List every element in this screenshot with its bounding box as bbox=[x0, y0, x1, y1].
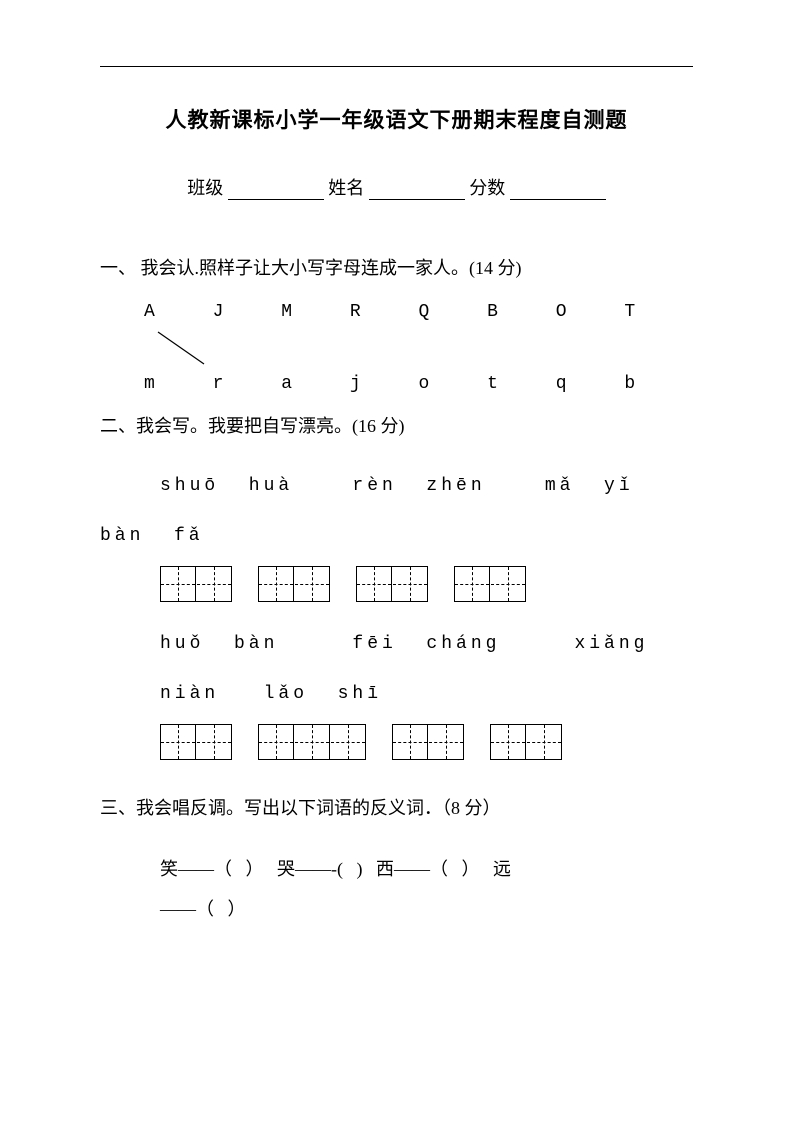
class-label: 班级 bbox=[187, 178, 223, 198]
lower-letter[interactable]: a bbox=[281, 366, 350, 402]
tian-box[interactable] bbox=[392, 724, 428, 760]
q2-heading: 二、我会写。我要把自写漂亮。(16 分) bbox=[100, 408, 693, 444]
tian-group bbox=[258, 566, 330, 602]
tian-group bbox=[356, 566, 428, 602]
tian-box[interactable] bbox=[258, 566, 294, 602]
q1-heading: 一、 我会认.照样子让大小写字母连成一家人。(14 分) bbox=[100, 250, 693, 286]
score-label: 分数 bbox=[469, 178, 505, 198]
q2-row1-pinyin: shuō huà rèn zhēn mǎ yǐ bbox=[160, 468, 693, 504]
tian-group bbox=[490, 724, 562, 760]
upper-letter: Q bbox=[419, 294, 488, 330]
q3-body: 笑——（ ） 哭——-( ) 西——（ ） 远——（ ） bbox=[160, 850, 693, 929]
upper-letter: M bbox=[281, 294, 350, 330]
tian-box[interactable] bbox=[526, 724, 562, 760]
tian-box[interactable] bbox=[356, 566, 392, 602]
upper-letter: T bbox=[624, 294, 693, 330]
question-1: 一、 我会认.照样子让大小写字母连成一家人。(14 分) AJMRQBOT mr… bbox=[100, 250, 693, 402]
tian-box[interactable] bbox=[160, 566, 196, 602]
upper-letter: R bbox=[350, 294, 419, 330]
tian-box[interactable] bbox=[330, 724, 366, 760]
upper-letter: O bbox=[556, 294, 625, 330]
q2-row2-pinyin: huǒ bàn fēi cháng xiǎng bbox=[160, 626, 693, 662]
q2-row2-pinyin-wrap: niàn lǎo shī bbox=[160, 676, 693, 712]
tian-group bbox=[160, 724, 232, 760]
q1-upper-row: AJMRQBOT bbox=[144, 294, 693, 330]
lower-letter[interactable]: q bbox=[556, 366, 625, 402]
tian-group bbox=[160, 566, 232, 602]
tian-box[interactable] bbox=[490, 724, 526, 760]
student-info-line: 班级 姓名 分数 bbox=[100, 174, 693, 200]
q3-line2: ——（ ） bbox=[160, 890, 693, 930]
tian-box[interactable] bbox=[294, 566, 330, 602]
lower-letter[interactable]: m bbox=[144, 366, 213, 402]
q3-heading: 三、我会唱反调。写出以下词语的反义词．（8 分） bbox=[100, 790, 693, 826]
tian-box[interactable] bbox=[258, 724, 294, 760]
top-rule bbox=[100, 66, 693, 67]
tian-box[interactable] bbox=[160, 724, 196, 760]
tian-box[interactable] bbox=[294, 724, 330, 760]
page-title: 人教新课标小学一年级语文下册期末程度自测题 bbox=[100, 104, 693, 134]
tian-box[interactable] bbox=[454, 566, 490, 602]
page: 人教新课标小学一年级语文下册期末程度自测题 班级 姓名 分数 一、 我会认.照样… bbox=[0, 0, 793, 1122]
lower-letter[interactable]: b bbox=[624, 366, 693, 402]
upper-letter: A bbox=[144, 294, 213, 330]
lower-letter[interactable]: j bbox=[350, 366, 419, 402]
tian-group bbox=[258, 724, 366, 760]
lower-letter[interactable]: r bbox=[213, 366, 282, 402]
tian-group bbox=[454, 566, 526, 602]
class-blank[interactable] bbox=[228, 179, 324, 200]
upper-letter: J bbox=[213, 294, 282, 330]
q2-row1-pinyin-wrap: bàn fǎ bbox=[100, 518, 693, 554]
tian-box[interactable] bbox=[196, 724, 232, 760]
tian-box[interactable] bbox=[428, 724, 464, 760]
tian-group bbox=[392, 724, 464, 760]
question-2: 二、我会写。我要把自写漂亮。(16 分) shuō huà rèn zhēn m… bbox=[100, 408, 693, 760]
name-label: 姓名 bbox=[328, 178, 364, 198]
name-blank[interactable] bbox=[369, 179, 465, 200]
q1-lower-row: mrajotqb bbox=[144, 366, 693, 402]
tian-box[interactable] bbox=[196, 566, 232, 602]
upper-letter: B bbox=[487, 294, 556, 330]
question-3: 三、我会唱反调。写出以下词语的反义词．（8 分） 笑——（ ） 哭——-( ) … bbox=[100, 790, 693, 929]
lower-letter[interactable]: t bbox=[487, 366, 556, 402]
q1-connector bbox=[150, 330, 693, 366]
score-blank[interactable] bbox=[510, 179, 606, 200]
tian-box[interactable] bbox=[392, 566, 428, 602]
q3-line1: 笑——（ ） 哭——-( ) 西——（ ） 远 bbox=[160, 850, 693, 890]
tian-box[interactable] bbox=[490, 566, 526, 602]
example-line bbox=[158, 332, 204, 364]
q2-row2-boxes bbox=[160, 724, 693, 760]
q2-row1-boxes bbox=[160, 566, 693, 602]
lower-letter[interactable]: o bbox=[419, 366, 488, 402]
